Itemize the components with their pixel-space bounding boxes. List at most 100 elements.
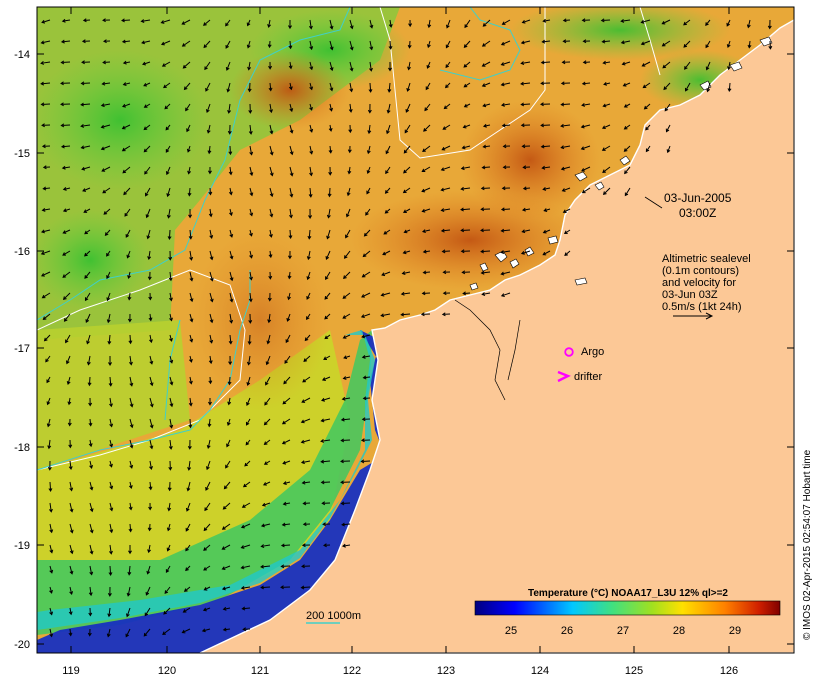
velocity-arrow bbox=[84, 250, 91, 257]
velocity-arrow bbox=[280, 543, 291, 548]
velocity-arrow bbox=[308, 208, 313, 219]
argo-label: Argo bbox=[581, 346, 604, 358]
velocity-arrow bbox=[40, 250, 51, 256]
velocity-arrow bbox=[645, 145, 651, 153]
velocity-arrow bbox=[108, 376, 113, 387]
velocity-arrow bbox=[226, 82, 231, 93]
velocity-arrow bbox=[128, 481, 133, 490]
velocity-arrow bbox=[342, 292, 351, 299]
velocity-arrow bbox=[46, 418, 51, 428]
velocity-arrow bbox=[321, 397, 331, 402]
velocity-arrow bbox=[746, 19, 751, 29]
velocity-arrow bbox=[48, 502, 53, 513]
velocity-arrow bbox=[62, 292, 71, 300]
velocity-arrow bbox=[49, 523, 54, 534]
velocity-arrow bbox=[561, 60, 571, 65]
velocity-arrow bbox=[169, 292, 173, 302]
velocity-arrow bbox=[581, 187, 591, 194]
velocity-arrow bbox=[182, 607, 191, 613]
velocity-arrow bbox=[168, 439, 173, 450]
velocity-arrow bbox=[241, 606, 251, 611]
velocity-arrow bbox=[209, 271, 214, 282]
velocity-arrow bbox=[40, 40, 51, 45]
colorbar-tick: 29 bbox=[729, 625, 741, 637]
velocity-arrow bbox=[349, 82, 354, 93]
velocity-arrow bbox=[106, 271, 111, 280]
velocity-arrow bbox=[408, 19, 413, 28]
velocity-arrow bbox=[203, 19, 211, 26]
velocity-arrow bbox=[320, 418, 331, 423]
velocity-arrow bbox=[282, 397, 291, 405]
velocity-arrow bbox=[249, 187, 254, 197]
velocity-arrow bbox=[82, 18, 91, 23]
velocity-arrow bbox=[69, 481, 74, 492]
velocity-arrow bbox=[289, 124, 294, 134]
velocity-arrow bbox=[227, 376, 232, 386]
velocity-arrow bbox=[481, 165, 491, 170]
velocity-arrow bbox=[326, 229, 331, 240]
velocity-arrow bbox=[643, 103, 651, 110]
lat-label: -20 bbox=[14, 639, 30, 651]
velocity-arrow bbox=[367, 124, 372, 135]
velocity-arrow bbox=[340, 480, 351, 485]
drifter-label: drifter bbox=[574, 371, 602, 383]
velocity-arrow bbox=[440, 166, 451, 172]
velocity-arrow bbox=[349, 61, 354, 72]
velocity-arrow bbox=[366, 187, 371, 195]
velocity-arrow bbox=[501, 19, 511, 25]
velocity-arrow bbox=[320, 459, 331, 464]
velocity-arrow bbox=[403, 145, 411, 154]
velocity-arrow bbox=[226, 418, 231, 426]
velocity-arrow bbox=[441, 249, 451, 254]
velocity-arrow bbox=[581, 103, 591, 107]
velocity-arrow bbox=[209, 334, 214, 344]
axis-ticks bbox=[37, 7, 794, 653]
velocity-arrow bbox=[422, 145, 431, 153]
velocity-arrow bbox=[301, 564, 311, 569]
velocity-arrow bbox=[263, 439, 271, 446]
velocity-arrow bbox=[109, 481, 114, 490]
velocity-arrow bbox=[386, 103, 391, 114]
velocity-arrow bbox=[100, 103, 111, 108]
velocity-arrow bbox=[161, 61, 171, 67]
velocity-arrow bbox=[665, 124, 671, 133]
velocity-arrow bbox=[683, 40, 691, 48]
velocity-arrow bbox=[622, 82, 631, 87]
velocity-arrow bbox=[520, 123, 531, 128]
velocity-arrow bbox=[89, 460, 94, 469]
velocity-arrow bbox=[62, 187, 71, 191]
velocity-arrow bbox=[204, 61, 211, 71]
velocity-arrow bbox=[122, 60, 131, 65]
velocity-arrow bbox=[540, 123, 551, 128]
velocity-arrow bbox=[260, 585, 271, 590]
velocity-arrow bbox=[185, 565, 191, 572]
velocity-arrow bbox=[49, 586, 53, 594]
coastline-detail bbox=[454, 299, 521, 401]
velocity-arrow bbox=[361, 271, 371, 278]
velocity-arrow bbox=[500, 207, 511, 212]
velocity-arrow bbox=[542, 250, 551, 256]
velocity-arrow bbox=[326, 208, 331, 219]
velocity-arrow bbox=[348, 103, 353, 113]
legend-line: Altimetric sealevel bbox=[662, 253, 751, 265]
velocity-arrow bbox=[620, 18, 631, 23]
velocity-arrow bbox=[60, 123, 71, 128]
velocity-arrow bbox=[520, 250, 531, 255]
velocity-arrow bbox=[144, 166, 151, 175]
velocity-arrow bbox=[249, 250, 253, 259]
velocity-arrow bbox=[162, 628, 171, 635]
velocity-arrow bbox=[425, 82, 431, 91]
warm-core-4 bbox=[190, 230, 330, 410]
isobath-lines bbox=[37, 7, 521, 471]
velocity-arrow bbox=[329, 82, 334, 92]
velocity-arrow bbox=[540, 60, 551, 65]
velocity-arrow bbox=[141, 40, 151, 45]
velocity-arrow bbox=[268, 271, 273, 280]
velocity-arrow bbox=[663, 82, 671, 91]
velocity-arrow bbox=[227, 103, 232, 114]
velocity-legend: Altimetric sealevel (0.1m contours) and … bbox=[662, 253, 751, 313]
velocity-arrow bbox=[463, 82, 471, 88]
velocity-arrow bbox=[345, 229, 351, 239]
velocity-arrow bbox=[143, 124, 151, 131]
velocity-arrow bbox=[560, 81, 571, 86]
